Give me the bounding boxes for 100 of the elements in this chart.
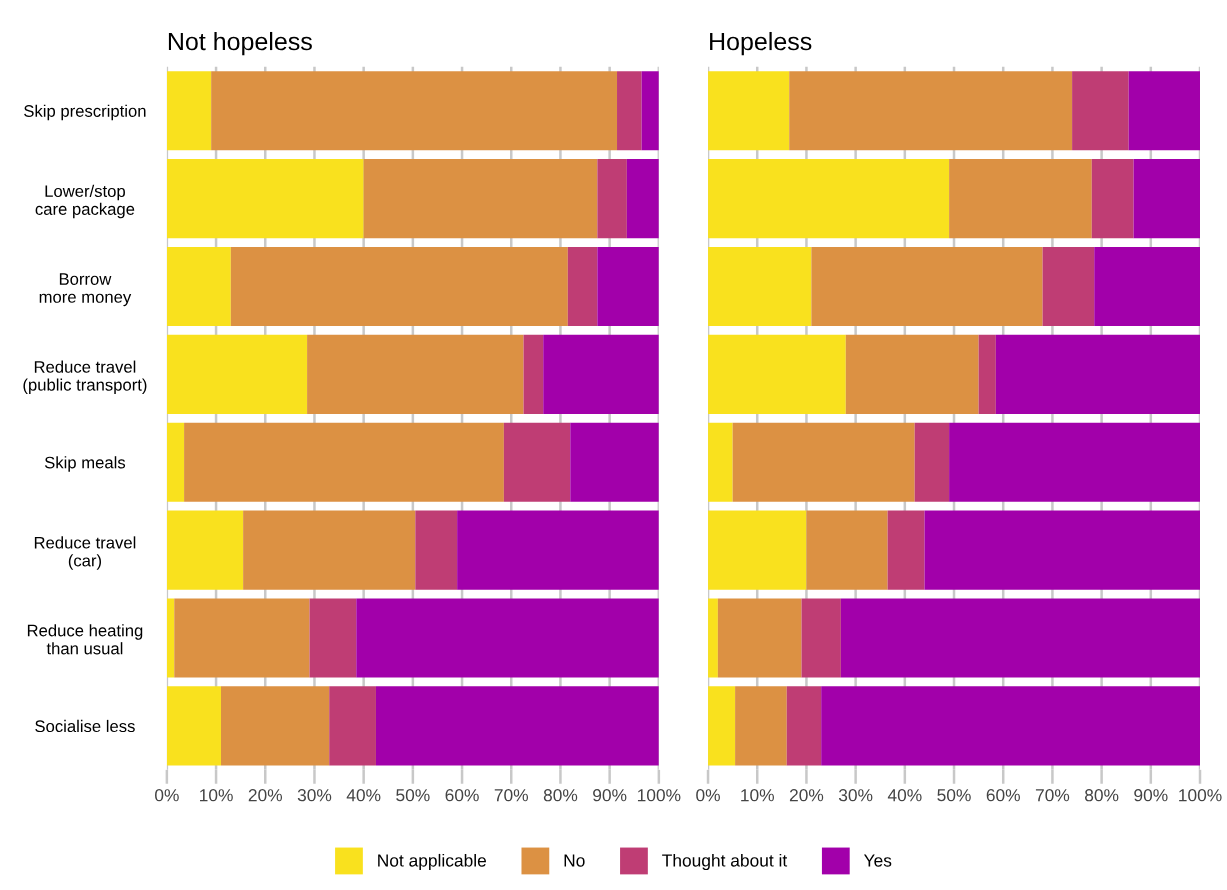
bar — [597, 246, 659, 327]
bar — [1091, 159, 1134, 239]
bar — [811, 246, 1043, 327]
bar — [978, 334, 996, 414]
bar — [789, 71, 1073, 151]
bar — [166, 334, 308, 414]
x-tick-label: 100% — [637, 789, 681, 802]
x-tick-label: 30% — [297, 789, 332, 802]
bar — [924, 510, 1201, 590]
x-tick-label: 90% — [1134, 789, 1168, 802]
legend-label: Not applicable — [378, 853, 486, 871]
x-tick-label: 100% — [1179, 789, 1222, 802]
bar — [243, 510, 416, 590]
bar — [949, 422, 1201, 502]
bar — [1128, 71, 1201, 151]
chart-title: Not hopeless — [168, 31, 312, 56]
bar — [786, 686, 822, 766]
bar — [995, 334, 1201, 414]
bar — [1133, 159, 1201, 239]
y-tick-label: Reduce travel (car) — [34, 536, 136, 570]
x-tick-label: 80% — [543, 789, 578, 802]
y-tick-label: Borrow more money — [39, 273, 132, 307]
legend-label: Thought about it — [662, 853, 788, 871]
bar — [708, 246, 812, 327]
y-tick-label: Skip meals — [44, 456, 126, 472]
bar — [166, 246, 231, 327]
x-tick-label: 70% — [494, 789, 529, 802]
bar — [949, 159, 1092, 239]
bar — [1072, 71, 1129, 151]
x-tick-label: 60% — [445, 789, 479, 802]
bar — [211, 71, 618, 151]
bar — [174, 598, 310, 678]
bar — [1042, 246, 1095, 327]
bar — [166, 510, 244, 590]
y-tick-label: Socialise less — [35, 719, 135, 733]
bar — [457, 510, 659, 590]
y-tick-label: Skip prescription — [24, 104, 146, 121]
x-tick-label: 10% — [200, 789, 233, 802]
bar — [1094, 246, 1201, 327]
bar — [708, 71, 790, 151]
bar — [708, 598, 718, 678]
bar — [845, 334, 979, 414]
x-tick-label: 30% — [838, 789, 873, 802]
x-tick-label: 70% — [1035, 789, 1070, 802]
x-tick-label: 10% — [741, 789, 774, 802]
bar — [717, 598, 802, 678]
bar — [166, 422, 185, 502]
x-tick-label: 0% — [696, 789, 720, 802]
y-tick-label: Reduce heating than usual — [27, 624, 143, 655]
bar — [220, 686, 330, 766]
bar — [732, 422, 915, 502]
chart-title: Hopeless — [710, 31, 812, 56]
x-tick-label: 60% — [986, 789, 1020, 802]
x-tick-label: 80% — [1084, 789, 1119, 802]
bar — [523, 334, 544, 414]
bar — [329, 686, 376, 766]
bar — [801, 598, 841, 678]
x-tick-label: 90% — [593, 789, 627, 802]
bar — [806, 510, 888, 590]
bar — [821, 686, 1201, 766]
bar — [626, 159, 659, 239]
bar — [166, 686, 221, 766]
bar — [914, 422, 950, 502]
bar — [887, 510, 925, 590]
bar — [503, 422, 571, 502]
bar — [184, 422, 504, 502]
bar — [567, 246, 598, 327]
bar — [309, 598, 357, 678]
bar — [617, 71, 642, 151]
y-tick-label: Reduce travel (public transport) — [23, 360, 147, 395]
bar — [307, 334, 524, 414]
bar — [708, 334, 846, 414]
x-tick-label: 40% — [346, 789, 381, 802]
x-tick-label: 50% — [396, 789, 430, 802]
x-tick-label: 50% — [937, 789, 971, 802]
bar — [356, 598, 659, 678]
y-tick-label: Lower/stop care package — [35, 184, 135, 219]
x-tick-label: 40% — [887, 789, 922, 802]
bar — [415, 510, 458, 590]
bar — [708, 686, 736, 766]
legend-label: Yes — [863, 854, 892, 867]
bar — [840, 598, 1201, 678]
bar — [641, 71, 659, 151]
x-tick-label: 0% — [155, 789, 179, 802]
bar — [375, 686, 659, 766]
bar — [735, 686, 787, 766]
bar — [597, 159, 627, 239]
bar — [166, 71, 212, 151]
bar — [166, 598, 175, 678]
bar — [708, 422, 733, 502]
bar — [570, 422, 659, 502]
x-tick-label: 20% — [789, 789, 824, 802]
bar — [230, 246, 568, 327]
bar — [363, 159, 598, 239]
x-tick-label: 20% — [248, 789, 283, 802]
bar — [166, 159, 364, 239]
bar — [708, 159, 950, 239]
bar — [708, 510, 807, 590]
bar — [543, 334, 659, 414]
legend-label: No — [564, 854, 585, 867]
